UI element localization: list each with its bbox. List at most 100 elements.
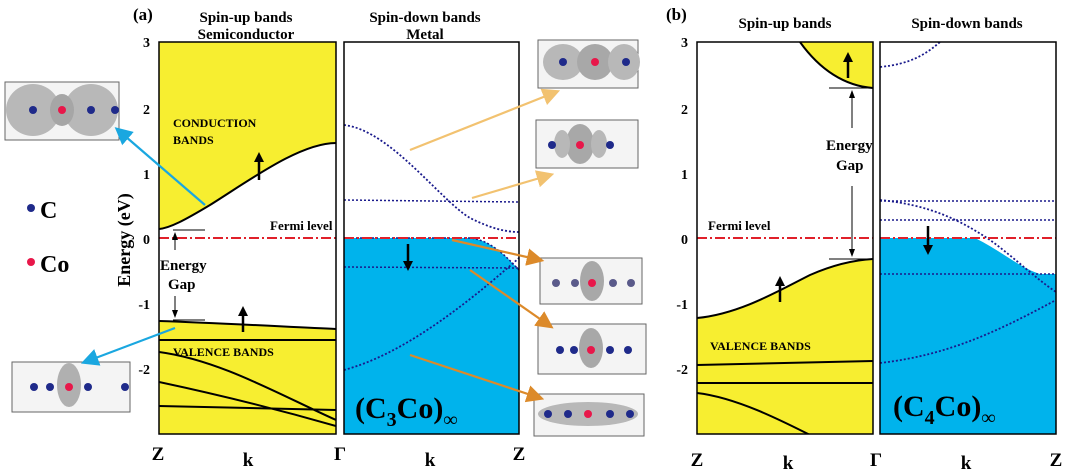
panel-a-spin-down-plot: (C3Co)∞ (343, 41, 520, 435)
k-label-k: k (961, 453, 972, 473)
panel-a: (a) Spin-up bands Semiconductor Spin-dow… (114, 5, 525, 471)
valence-band-fill (159, 321, 336, 434)
panel-b-k-labels: Z k Γ k Z (691, 450, 1063, 473)
panel-b-energy-gap: Energy Gap (826, 87, 873, 260)
orbital-image-right-1 (537, 39, 640, 89)
spin-up-arrow-icon (238, 306, 248, 332)
y-tick-label: 1 (143, 168, 150, 183)
energy-gap-label-2: Gap (836, 158, 864, 174)
pointer-arrow (409, 353, 545, 403)
panel-b-spin-down-title: Spin-down bands (911, 16, 1022, 32)
panel-a-spin-up-plot: CONDUCTION BANDS VALENCE BANDS Fermi lev… (158, 41, 337, 435)
valence-band-line (697, 392, 811, 434)
valence-bands-label: VALENCE BANDS (710, 339, 811, 353)
panel-a-spin-down-title: Spin-down bands (369, 10, 480, 26)
spin-down-arrow-icon (923, 226, 933, 255)
k-label-z: Z (152, 444, 165, 465)
valence-band-line (159, 405, 336, 411)
valence-band-line (159, 351, 336, 421)
panel-a-energy-gap: Energy Gap (160, 229, 207, 321)
atom-legend: C Co (27, 198, 69, 278)
metal-band-fill (344, 238, 519, 434)
conduction-band-fill (159, 42, 336, 229)
panel-b-spin-up-title: Spin-up bands (739, 16, 832, 32)
dotted-band (880, 299, 1056, 364)
pointer-arrow (471, 170, 555, 200)
cobalt-atom-icon (27, 258, 35, 266)
metal-band-fill (880, 238, 1056, 434)
energy-gap-label: Energy (160, 258, 207, 274)
valence-band-fill (697, 259, 873, 434)
formula-c4co: (C4Co)∞ (893, 390, 996, 429)
y-tick-label: -2 (138, 363, 150, 378)
dotted-band (344, 124, 519, 233)
orbital-image-left-bottom (11, 361, 131, 413)
dotted-band (344, 199, 519, 203)
orbital-image-right-3 (539, 257, 643, 305)
panel-a-spin-up-title: Spin-up bands (200, 10, 293, 26)
k-label-k: k (243, 450, 254, 471)
y-tick-label: 2 (143, 103, 150, 118)
panel-b-spin-up-plot: Fermi level VALENCE BANDS Energy Gap (696, 41, 874, 435)
pointer-arrow (114, 127, 206, 206)
panel-a-spin-down-subtitle: Metal (406, 27, 443, 43)
valence-band-edge (159, 320, 336, 330)
energy-gap-label-2: Gap (168, 277, 196, 293)
k-label-z: Z (513, 444, 526, 465)
spin-up-arrow-icon (254, 152, 264, 180)
k-label-k: k (783, 453, 794, 473)
y-tick-label: 2 (681, 103, 688, 118)
valence-band-line (159, 381, 336, 427)
panel-b-label: (b) (666, 5, 687, 24)
y-tick-label: 3 (143, 36, 150, 51)
panel-b-spin-down-plot: (C4Co)∞ (879, 41, 1057, 435)
valence-band-line (697, 360, 873, 366)
k-label-gamma: Γ (870, 450, 882, 471)
panel-a-y-ticks: 3 2 1 0 -1 -2 (138, 36, 150, 378)
fermi-level-label: Fermi level (708, 218, 771, 233)
panel-a-k-labels: Z k Γ k Z (152, 444, 526, 471)
pointer-arrow (409, 88, 561, 152)
dotted-band (344, 257, 519, 371)
panel-b: (b) Spin-up bands Spin-down bands 3 2 1 … (666, 5, 1062, 473)
spin-down-arrow-icon (403, 244, 413, 271)
dotted-band (880, 42, 941, 68)
orbital-image-right-4 (537, 323, 647, 375)
conduction-bands-label-2: BANDS (173, 133, 214, 147)
k-label-z: Z (691, 450, 704, 471)
orbital-image-right-5 (533, 393, 645, 437)
y-tick-label: 3 (681, 36, 688, 51)
spin-up-arrow-icon (843, 52, 853, 78)
pointer-arrow (469, 269, 554, 329)
panel-a-spin-up-subtitle: Semiconductor (198, 27, 295, 43)
k-label-k: k (425, 450, 436, 471)
orbital-image-right-2 (535, 119, 639, 169)
pointer-arrow (451, 238, 545, 266)
conduction-band-edge (159, 142, 336, 230)
panel-a-y-axis-label: Energy (eV) (114, 193, 135, 286)
conduction-bands-label: CONDUCTION (173, 116, 257, 130)
y-tick-label: 0 (143, 233, 150, 248)
y-tick-label: 0 (681, 233, 688, 248)
fermi-level-label: Fermi level (270, 218, 333, 233)
pointer-arrows (80, 88, 561, 403)
panel-b-y-ticks: 3 2 1 0 -1 -2 (676, 36, 688, 378)
k-label-z: Z (1050, 450, 1063, 471)
valence-bands-label: VALENCE BANDS (173, 345, 274, 359)
y-tick-label: -1 (676, 298, 688, 313)
dotted-band (344, 266, 519, 269)
energy-gap-label: Energy (826, 138, 873, 154)
conduction-band-fill (800, 42, 873, 88)
y-tick-label: -1 (138, 298, 150, 313)
y-tick-label: 1 (681, 168, 688, 183)
carbon-atom-icon (27, 204, 35, 212)
formula-c3co: (C3Co)∞ (355, 392, 458, 431)
orbital-image-left-top (4, 81, 120, 141)
panel-a-label: (a) (133, 5, 153, 24)
pointer-arrow (80, 326, 176, 366)
conduction-band-edge (799, 42, 873, 89)
valence-band-edge (697, 258, 873, 319)
legend-cobalt: Co (40, 252, 69, 278)
legend-carbon: C (40, 198, 57, 224)
